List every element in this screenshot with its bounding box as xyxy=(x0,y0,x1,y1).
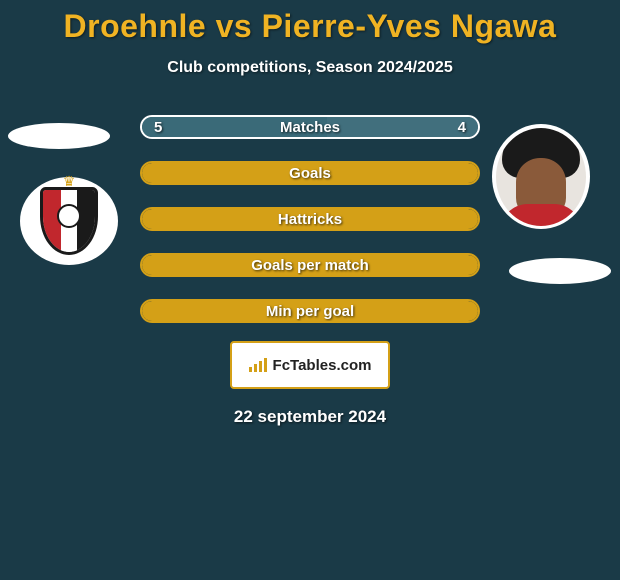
bar-mpg-fill-right xyxy=(468,301,478,321)
bar-goals: Goals xyxy=(140,161,480,185)
bar-goals-label: Goals xyxy=(289,165,331,182)
bar-hattricks: Hattricks xyxy=(140,207,480,231)
bar-chart-icon xyxy=(249,358,267,372)
bottom-right-oval xyxy=(509,258,611,284)
brand-text: FcTables.com xyxy=(273,357,372,374)
club-crest-icon: ♛ xyxy=(29,181,109,261)
bar-matches-fill-right xyxy=(327,117,478,137)
bar-matches: 5 Matches 4 xyxy=(140,115,480,139)
bar-min-per-goal: Min per goal xyxy=(140,299,480,323)
bar-mpg-label: Min per goal xyxy=(266,303,354,320)
right-player-photo xyxy=(492,124,590,229)
page-title: Droehnle vs Pierre-Yves Ngawa xyxy=(0,0,620,45)
top-left-oval xyxy=(8,123,110,149)
bar-matches-left-value: 5 xyxy=(154,119,162,136)
bar-matches-label: Matches xyxy=(280,119,340,136)
brand-badge: FcTables.com xyxy=(230,341,390,389)
subtitle: Club competitions, Season 2024/2025 xyxy=(0,59,620,77)
bar-matches-right-value: 4 xyxy=(458,119,466,136)
bar-gpm-label: Goals per match xyxy=(251,257,369,274)
bar-goals-per-match: Goals per match xyxy=(140,253,480,277)
date-label: 22 september 2024 xyxy=(0,407,620,427)
left-club-crest: ♛ xyxy=(20,177,118,265)
player-face-icon xyxy=(496,128,586,226)
bar-hattricks-label: Hattricks xyxy=(278,211,342,228)
bar-goals-fill-left xyxy=(142,163,152,183)
bar-gpm-fill-left xyxy=(142,255,152,275)
